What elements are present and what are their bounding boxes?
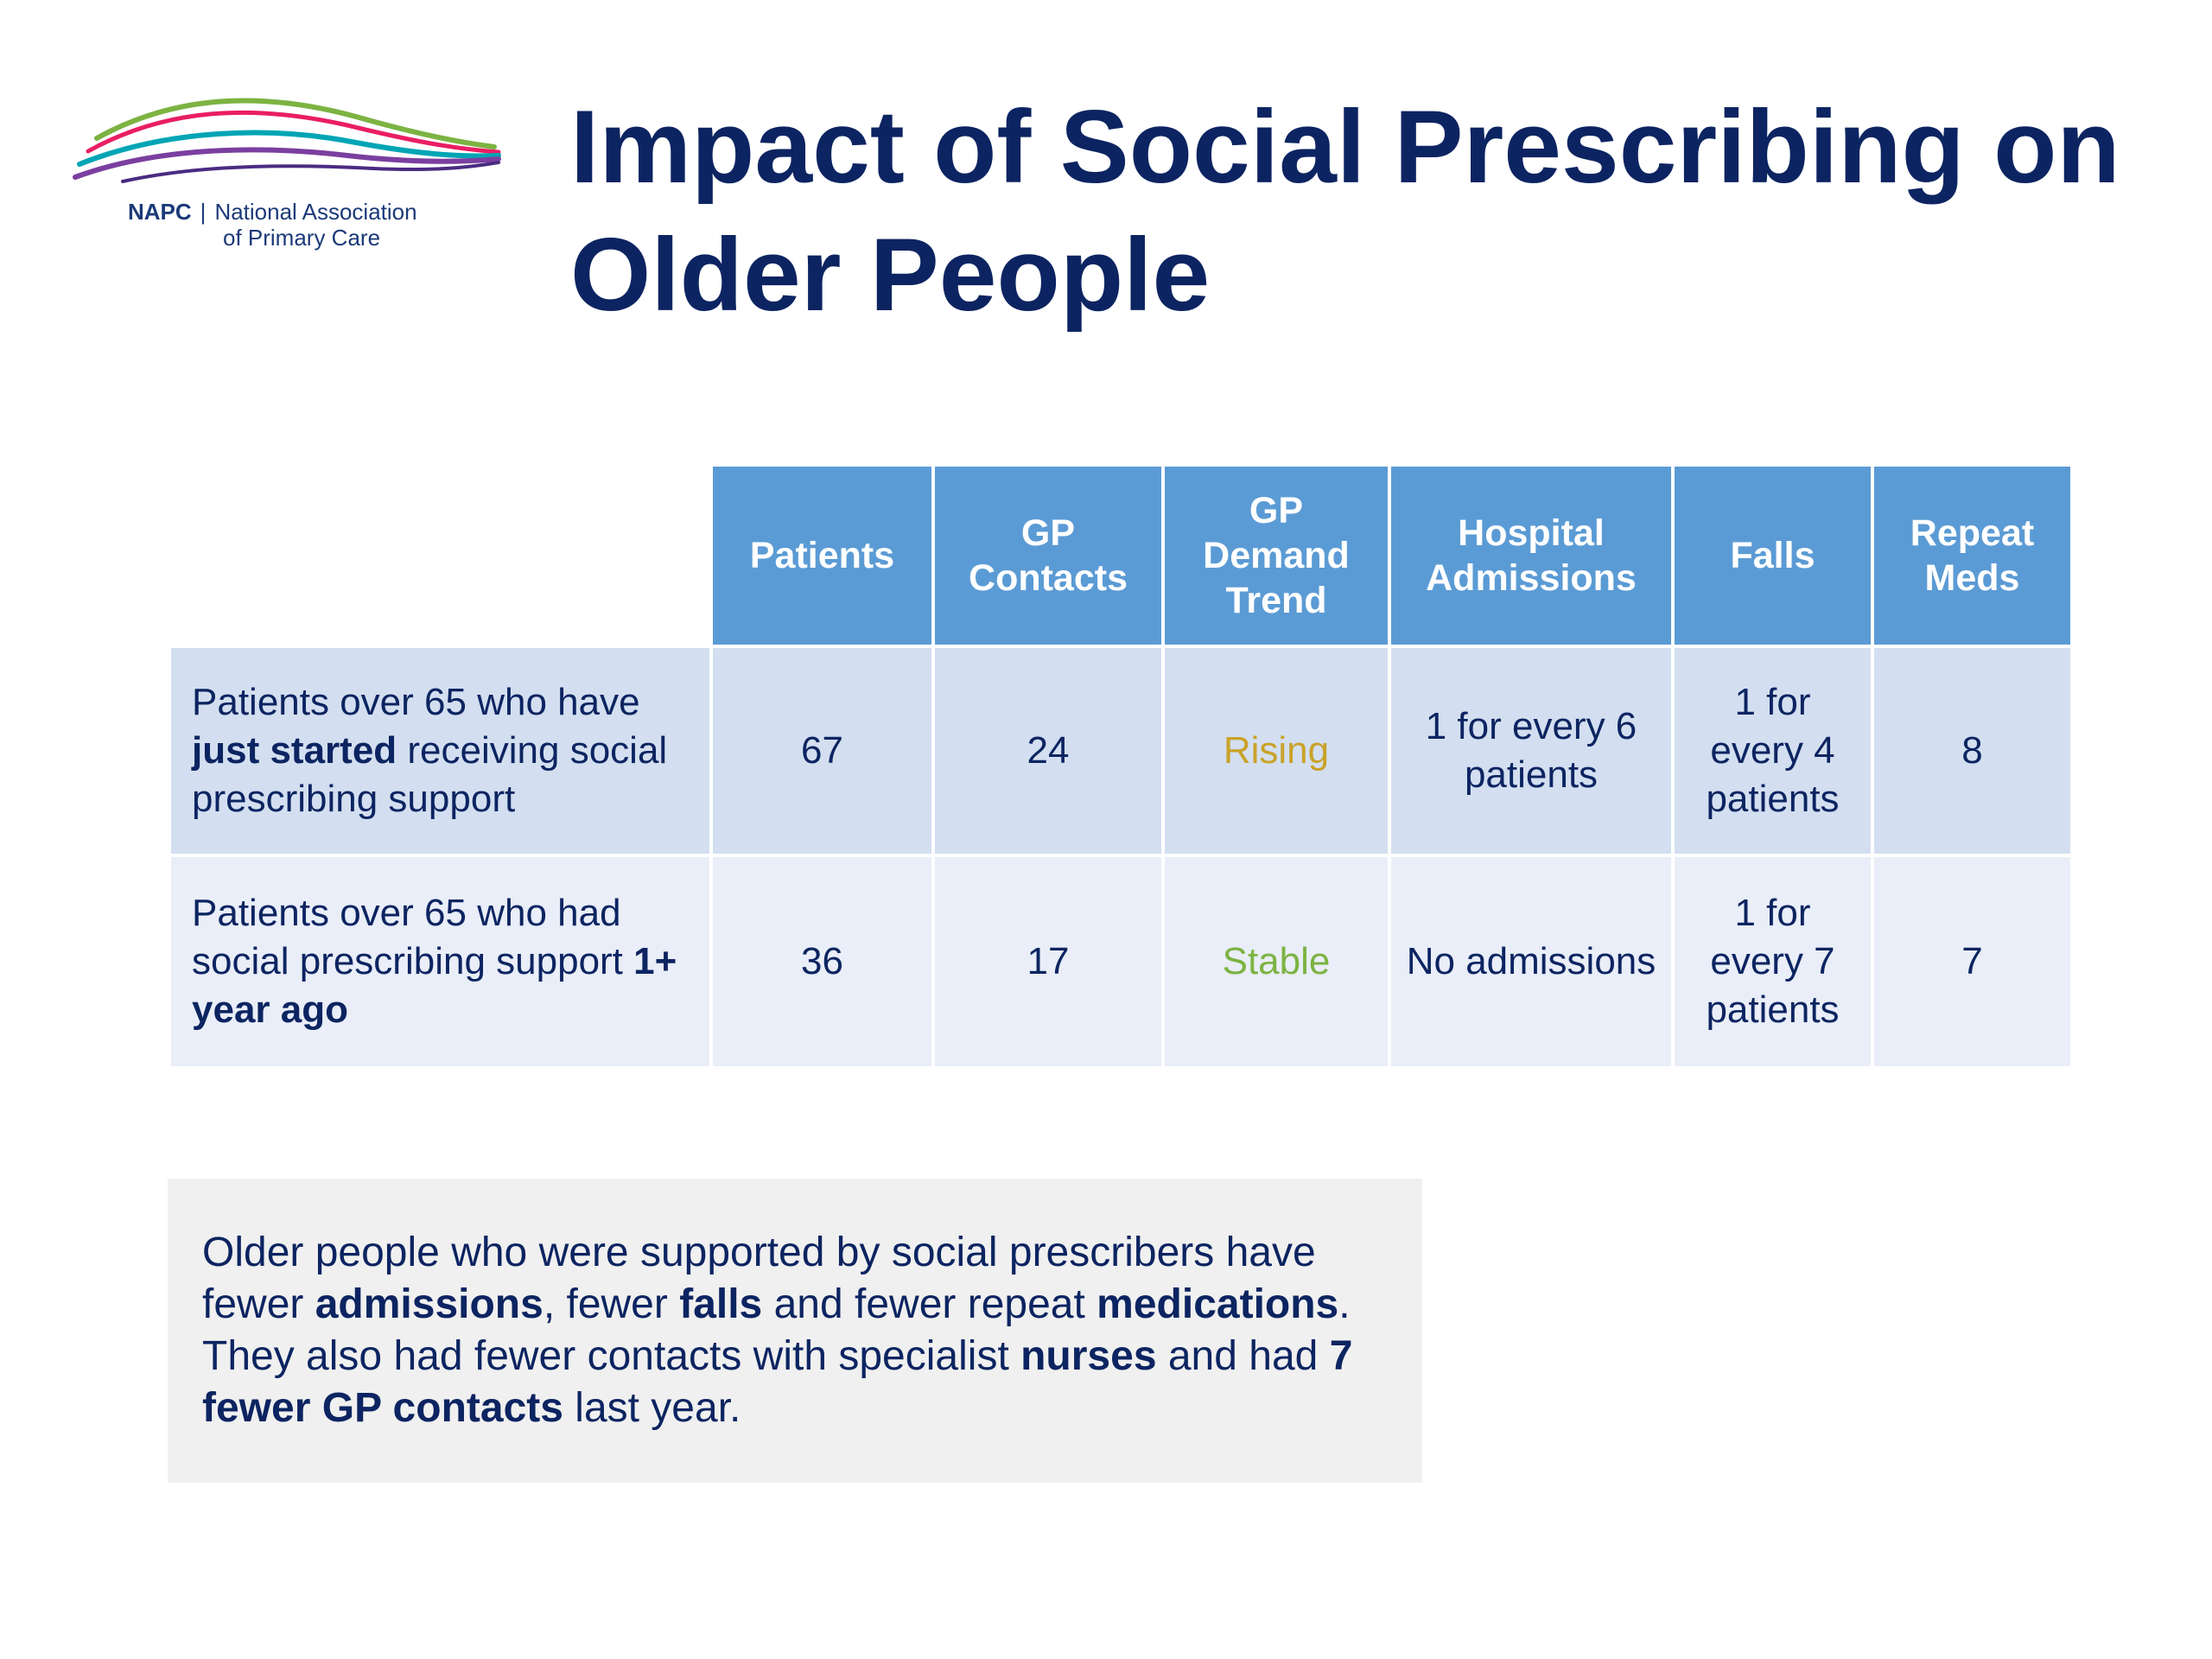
header-blank-cell xyxy=(171,467,709,645)
header-patients: Patients xyxy=(713,467,931,645)
napc-logo: NAPC | National Association of Primary Car… xyxy=(71,95,503,268)
row-label-emphasis: 1+ year ago xyxy=(192,940,677,1031)
header-falls: Falls xyxy=(1675,467,1871,645)
row-label: Patients over 65 who had social prescrib… xyxy=(171,857,709,1066)
summary-emphasis: nurses xyxy=(1020,1333,1157,1379)
cell-patients: 67 xyxy=(713,648,931,854)
summary-emphasis: medications xyxy=(1096,1281,1339,1327)
summary-emphasis: admissions xyxy=(315,1281,543,1327)
summary-box: Older people who were supported by socia… xyxy=(168,1179,1422,1483)
summary-text: . They also had fewer contacts with spec… xyxy=(202,1281,1351,1379)
cell-gp-contacts: 17 xyxy=(935,857,1161,1066)
logo-abbr: NAPC xyxy=(128,199,192,225)
cell-repeat-meds: 8 xyxy=(1874,648,2070,854)
summary-text: Older people who were supported by socia… xyxy=(202,1230,1316,1327)
header-repeat-meds: Repeat Meds xyxy=(1874,467,2070,645)
cell-hospital-admissions: 1 for every 6 patients xyxy=(1391,648,1671,854)
page-title: Impact of Social Prescribing on Older Pe… xyxy=(570,89,2120,333)
row-label-text: receiving social prescribing support xyxy=(192,729,668,820)
table-row: Patients over 65 who have just started r… xyxy=(171,648,2070,854)
summary-text: and fewer repeat xyxy=(762,1281,1097,1327)
row-label-text: Patients over 65 who had social prescrib… xyxy=(192,892,634,982)
cell-falls: 1 for every 4 patients xyxy=(1675,648,1871,854)
cell-gp-demand-trend: Rising xyxy=(1165,648,1388,854)
row-label-emphasis: just started xyxy=(192,729,397,772)
impact-table: Patients GP Contacts GP Demand Trend Hos… xyxy=(168,463,2074,1070)
cell-falls: 1 for every 7 patients xyxy=(1675,857,1871,1066)
row-label-text: Patients over 65 who have xyxy=(192,681,640,723)
cell-patients: 36 xyxy=(713,857,931,1066)
summary-text: , fewer xyxy=(543,1281,680,1327)
summary-emphasis: 7 fewer GP contacts xyxy=(202,1333,1353,1431)
header-gp-demand-trend: GP Demand Trend xyxy=(1165,467,1388,645)
logo-name-line2: of Primary Care xyxy=(223,225,381,251)
logo-name-line1: National Association xyxy=(214,199,417,225)
cell-gp-demand-trend: Stable xyxy=(1165,857,1388,1066)
logo-text: NAPC | National Association of Primary Car… xyxy=(128,199,417,251)
summary-text: and had xyxy=(1156,1333,1330,1379)
table-row: Patients over 65 who had social prescrib… xyxy=(171,857,2070,1066)
napc-swoosh-icon xyxy=(73,98,501,183)
logo-separator: | xyxy=(200,199,207,225)
header-gp-contacts: GP Contacts xyxy=(935,467,1161,645)
summary-emphasis: falls xyxy=(679,1281,763,1327)
cell-hospital-admissions: No admissions xyxy=(1391,857,1671,1066)
table-header-row: Patients GP Contacts GP Demand Trend Hos… xyxy=(171,467,2070,645)
summary-text: last year. xyxy=(563,1385,741,1431)
row-label: Patients over 65 who have just started r… xyxy=(171,648,709,854)
cell-repeat-meds: 7 xyxy=(1874,857,2070,1066)
header-hospital-admissions: Hospital Admissions xyxy=(1391,467,1671,645)
cell-gp-contacts: 24 xyxy=(935,648,1161,854)
